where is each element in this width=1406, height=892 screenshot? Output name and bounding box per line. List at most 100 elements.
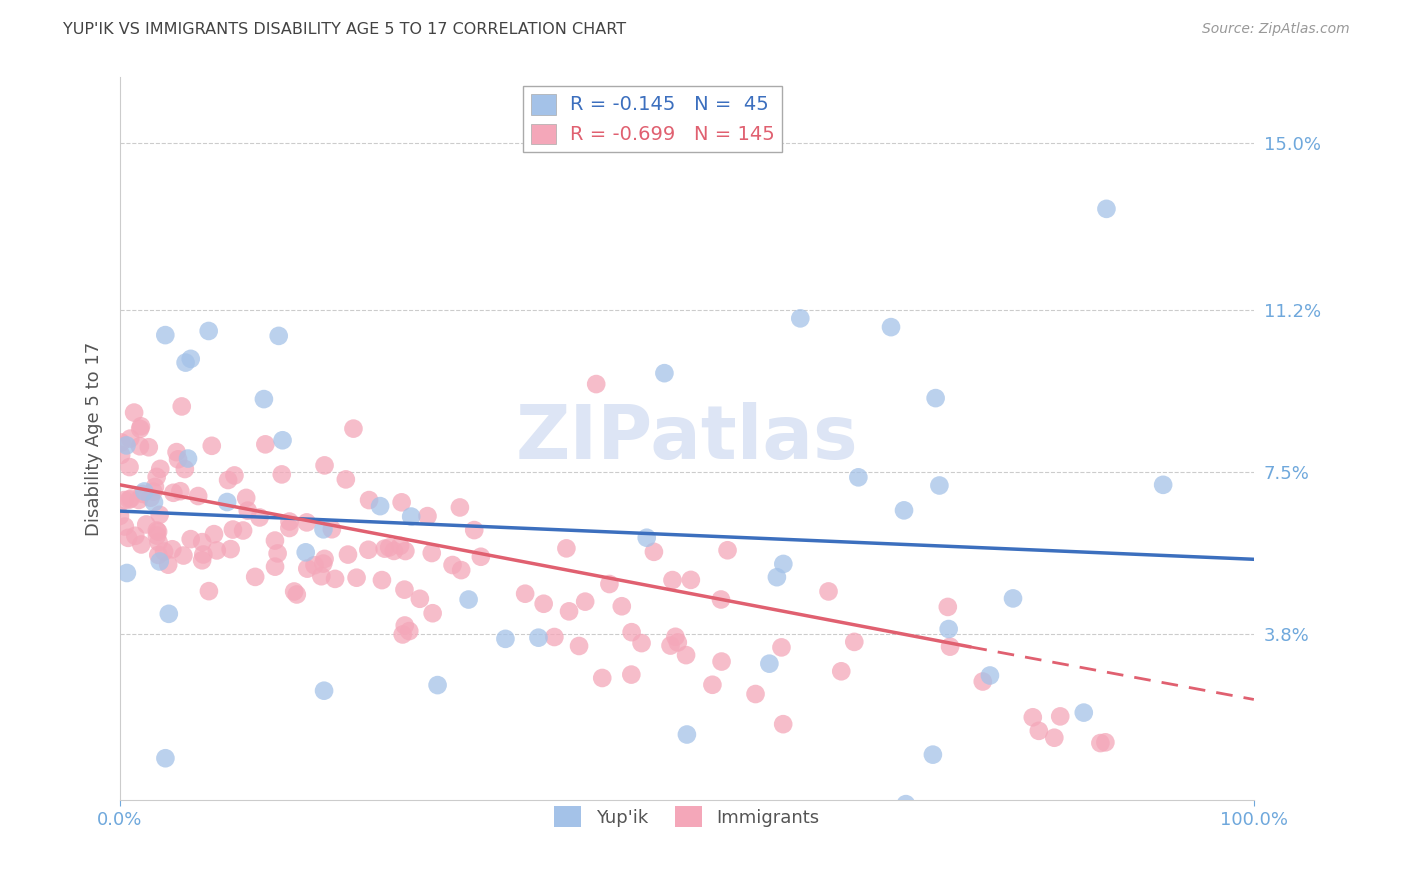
Point: [848, 470, 870, 484]
Point: [270, 467, 292, 482]
Legend: Yup'ik, Immigrants: Yup'ik, Immigrants: [547, 799, 827, 835]
Point: [173, 462, 195, 476]
Point: [972, 674, 994, 689]
Point: [710, 592, 733, 607]
Point: [148, 548, 170, 562]
Point: [314, 458, 336, 473]
Point: [664, 630, 686, 644]
Point: [894, 797, 917, 812]
Point: [323, 572, 346, 586]
Point: [382, 544, 405, 558]
Point: [134, 484, 156, 499]
Point: [236, 503, 259, 517]
Point: [174, 356, 197, 370]
Point: [129, 422, 152, 436]
Point: [172, 549, 194, 563]
Point: [416, 509, 439, 524]
Point: [591, 671, 613, 685]
Point: [249, 510, 271, 524]
Point: [391, 495, 413, 509]
Point: [201, 439, 224, 453]
Point: [162, 542, 184, 557]
Point: [120, 432, 142, 446]
Point: [120, 491, 142, 506]
Point: [114, 519, 136, 533]
Point: [420, 546, 443, 560]
Point: [636, 531, 658, 545]
Point: [399, 509, 422, 524]
Point: [143, 495, 166, 509]
Point: [1090, 736, 1112, 750]
Point: [143, 480, 166, 494]
Point: [243, 570, 266, 584]
Point: [217, 495, 239, 509]
Point: [202, 527, 225, 541]
Point: [924, 391, 946, 405]
Point: [122, 406, 145, 420]
Point: [118, 492, 141, 507]
Point: [770, 640, 793, 655]
Point: [266, 546, 288, 560]
Point: [789, 311, 811, 326]
Point: [585, 377, 607, 392]
Point: [304, 558, 326, 573]
Point: [169, 484, 191, 499]
Point: [598, 577, 620, 591]
Point: [391, 627, 413, 641]
Point: [264, 559, 287, 574]
Text: ZIPatlas: ZIPatlas: [516, 402, 858, 475]
Point: [659, 639, 682, 653]
Point: [394, 618, 416, 632]
Point: [533, 597, 555, 611]
Point: [1152, 478, 1174, 492]
Point: [170, 400, 193, 414]
Point: [979, 668, 1001, 682]
Point: [115, 438, 138, 452]
Point: [167, 452, 190, 467]
Point: [198, 584, 221, 599]
Point: [1095, 202, 1118, 216]
Point: [129, 419, 152, 434]
Point: [312, 522, 335, 536]
Point: [1159, 837, 1181, 851]
Point: [145, 470, 167, 484]
Point: [463, 523, 485, 537]
Point: [254, 437, 277, 451]
Point: [191, 553, 214, 567]
Point: [426, 678, 449, 692]
Point: [112, 493, 135, 508]
Point: [1001, 591, 1024, 606]
Point: [235, 491, 257, 505]
Point: [124, 529, 146, 543]
Point: [180, 351, 202, 366]
Point: [558, 604, 581, 618]
Point: [139, 491, 162, 505]
Point: [271, 434, 294, 448]
Text: YUP'IK VS IMMIGRANTS DISABILITY AGE 5 TO 17 CORRELATION CHART: YUP'IK VS IMMIGRANTS DISABILITY AGE 5 TO…: [63, 22, 627, 37]
Point: [661, 573, 683, 587]
Point: [149, 462, 172, 476]
Point: [278, 521, 301, 535]
Point: [157, 558, 180, 572]
Point: [543, 630, 565, 644]
Point: [409, 591, 432, 606]
Point: [527, 631, 550, 645]
Point: [155, 751, 177, 765]
Point: [470, 549, 492, 564]
Point: [219, 542, 242, 557]
Point: [117, 531, 139, 545]
Point: [146, 524, 169, 539]
Point: [1081, 811, 1104, 825]
Point: [880, 320, 903, 334]
Point: [146, 524, 169, 538]
Point: [378, 541, 401, 555]
Point: [157, 607, 180, 621]
Point: [110, 448, 132, 462]
Point: [938, 622, 960, 636]
Point: [457, 592, 479, 607]
Point: [294, 545, 316, 559]
Point: [666, 635, 689, 649]
Point: [449, 500, 471, 515]
Point: [285, 587, 308, 601]
Point: [312, 683, 335, 698]
